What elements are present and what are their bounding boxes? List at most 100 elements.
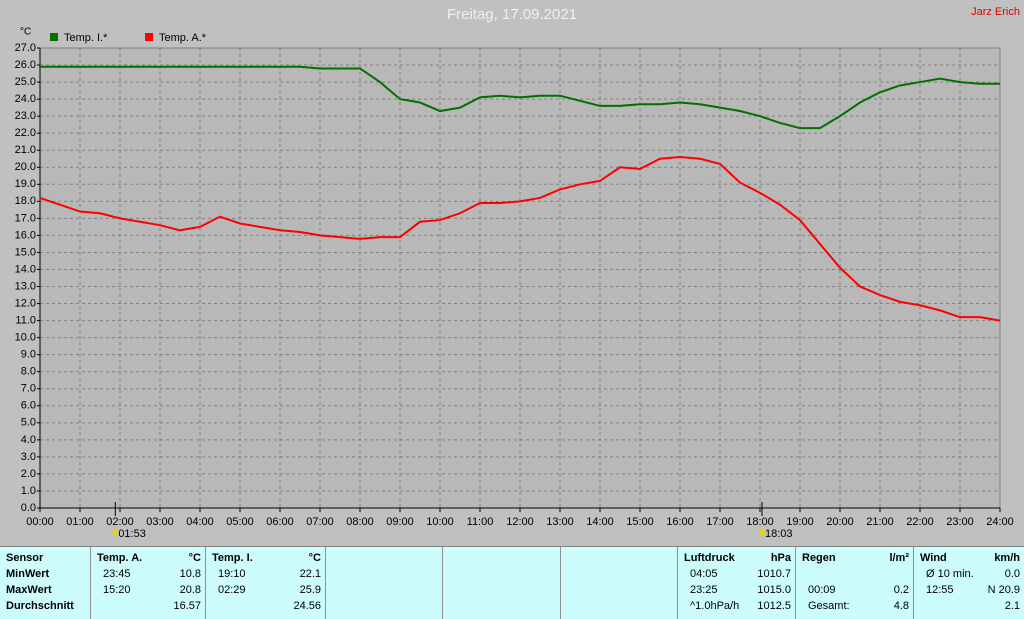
y-tick-label: 9.0 — [21, 349, 36, 361]
x-tick-label: 14:00 — [586, 516, 614, 528]
x-tick-label: 17:00 — [706, 516, 734, 528]
y-tick-label: 20.0 — [15, 161, 36, 173]
table-cell: 24.56 — [293, 600, 321, 612]
x-tick-label: 23:00 — [946, 516, 974, 528]
table-column: Luftdruck hPa 04:05 1010.7 23:25 1015.0 ^1.0hP… — [677, 547, 795, 619]
table-cell: 4.8 — [893, 600, 909, 612]
table-cell: 10.8 — [179, 568, 201, 580]
x-tick-label: 13:00 — [546, 516, 574, 528]
table-column: Wind km/h Ø 10 min. 0.0 12:55 N 20.9 2.1 — [913, 547, 1024, 619]
table-cell: 23:45 — [103, 568, 131, 580]
table-column — [325, 547, 442, 619]
x-tick-label: 03:00 — [146, 516, 174, 528]
table-cell: 15:20 — [103, 584, 131, 596]
chart-title: Freitag, 17.09.2021 — [447, 6, 577, 23]
y-tick-label: 10.0 — [15, 332, 36, 344]
y-tick-label: 6.0 — [21, 400, 36, 412]
y-axis-label: °C — [20, 27, 31, 38]
x-tick-label: 09:00 — [386, 516, 414, 528]
table-cell: Sensor — [6, 552, 44, 564]
x-tick-label: 07:00 — [306, 516, 334, 528]
table-cell: Wind — [920, 552, 947, 564]
table-cell: hPa — [770, 552, 791, 564]
annotation: 18:03 — [765, 528, 793, 540]
table-cell: 02:29 — [218, 584, 246, 596]
x-tick-label: 20:00 — [826, 516, 854, 528]
x-tick-label: 02:00 — [106, 516, 134, 528]
table-cell: Luftdruck — [684, 552, 735, 564]
x-tick-label: 21:00 — [866, 516, 894, 528]
y-tick-label: 21.0 — [15, 144, 36, 156]
table-cell: 16.57 — [173, 600, 201, 612]
table-cell: 00:09 — [808, 584, 836, 596]
table-cell: 0.2 — [893, 584, 909, 596]
table-cell: 0.0 — [1004, 568, 1020, 580]
table-cell: Temp. I. — [212, 552, 253, 564]
y-tick-label: 4.0 — [21, 434, 36, 446]
x-tick-label: 18:00 — [746, 516, 774, 528]
table-cell: Ø 10 min. — [926, 568, 974, 580]
table-cell: °C — [308, 552, 321, 564]
table-cell: 04:05 — [690, 568, 718, 580]
x-tick-label: 01:00 — [66, 516, 94, 528]
y-tick-label: 0.0 — [21, 502, 36, 514]
table-cell: 2.1 — [1004, 600, 1020, 612]
y-tick-label: 13.0 — [15, 280, 36, 292]
x-tick-label: 04:00 — [186, 516, 214, 528]
table-cell: l/m² — [889, 552, 909, 564]
table-column — [442, 547, 560, 619]
y-tick-label: 2.0 — [21, 468, 36, 480]
series-line — [39, 156, 1001, 322]
x-tick-label: 19:00 — [786, 516, 814, 528]
y-tick-label: 12.0 — [15, 297, 36, 309]
table-cell: 23:25 — [690, 584, 718, 596]
y-tick-label: 26.0 — [15, 59, 36, 71]
table-cell: Regen — [802, 552, 836, 564]
table-cell: ^1.0hPa/h — [690, 600, 740, 612]
y-tick-label: 23.0 — [15, 110, 36, 122]
y-tick-label: 16.0 — [15, 229, 36, 241]
table-cell: km/h — [994, 552, 1020, 564]
table-column: Sensor MinWert MaxWert Durchschnitt — [0, 547, 90, 619]
table-cell: 20.8 — [179, 584, 201, 596]
chart: Freitag, 17.09.2021 Jarz Erich °C 0.0 1.0… — [15, 6, 1020, 540]
table-column: Temp. A. °C 23:45 10.8 15:20 20.8 16.57 — [90, 547, 205, 619]
y-tick-label: 22.0 — [15, 127, 36, 139]
sun-icon — [112, 529, 119, 535]
table-cell: 22.1 — [299, 568, 321, 580]
sun-icon — [759, 529, 765, 535]
y-tick-label: 1.0 — [21, 485, 36, 497]
y-tick-label: 7.0 — [21, 383, 36, 395]
x-tick-label: 00:00 — [26, 516, 54, 528]
table-cell: Gesamt: — [808, 600, 850, 612]
y-tick-label: 18.0 — [15, 195, 36, 207]
x-tick-label: 06:00 — [266, 516, 294, 528]
x-tick-label: 24:00 — [986, 516, 1014, 528]
table-cell: MinWert — [6, 568, 50, 580]
y-tick-label: 11.0 — [15, 314, 36, 326]
x-tick-label: 08:00 — [346, 516, 374, 528]
x-tick-label: 10:00 — [426, 516, 454, 528]
table-cell: 25.9 — [299, 584, 321, 596]
x-tick-label: 11:00 — [467, 516, 494, 528]
table-cell: N 20.9 — [987, 584, 1020, 596]
legend-label: Temp. I.* — [64, 32, 108, 44]
legend-swatch — [145, 33, 153, 41]
legend-label: Temp. A.* — [159, 32, 207, 44]
table-cell: Temp. A. — [97, 552, 143, 564]
y-tick-label: 27.0 — [15, 42, 36, 54]
y-tick-label: 17.0 — [15, 212, 36, 224]
y-tick-label: 15.0 — [15, 246, 36, 258]
y-tick-label: 5.0 — [21, 417, 36, 429]
y-tick-label: 8.0 — [21, 366, 36, 378]
x-tick-label: 12:00 — [506, 516, 534, 528]
table-cell: 19:10 — [218, 568, 246, 580]
x-tick-label: 15:00 — [626, 516, 654, 528]
table-cell: Durchschnitt — [6, 600, 74, 612]
summary-table: Sensor MinWert MaxWert Durchschnitt Temp. A.… — [0, 546, 1024, 619]
series-line — [40, 65, 1000, 130]
y-tick-label: 24.0 — [15, 93, 36, 105]
table-cell: 1015.0 — [757, 584, 791, 596]
x-tick-label: 22:00 — [906, 516, 934, 528]
author: Jarz Erich — [971, 6, 1020, 18]
